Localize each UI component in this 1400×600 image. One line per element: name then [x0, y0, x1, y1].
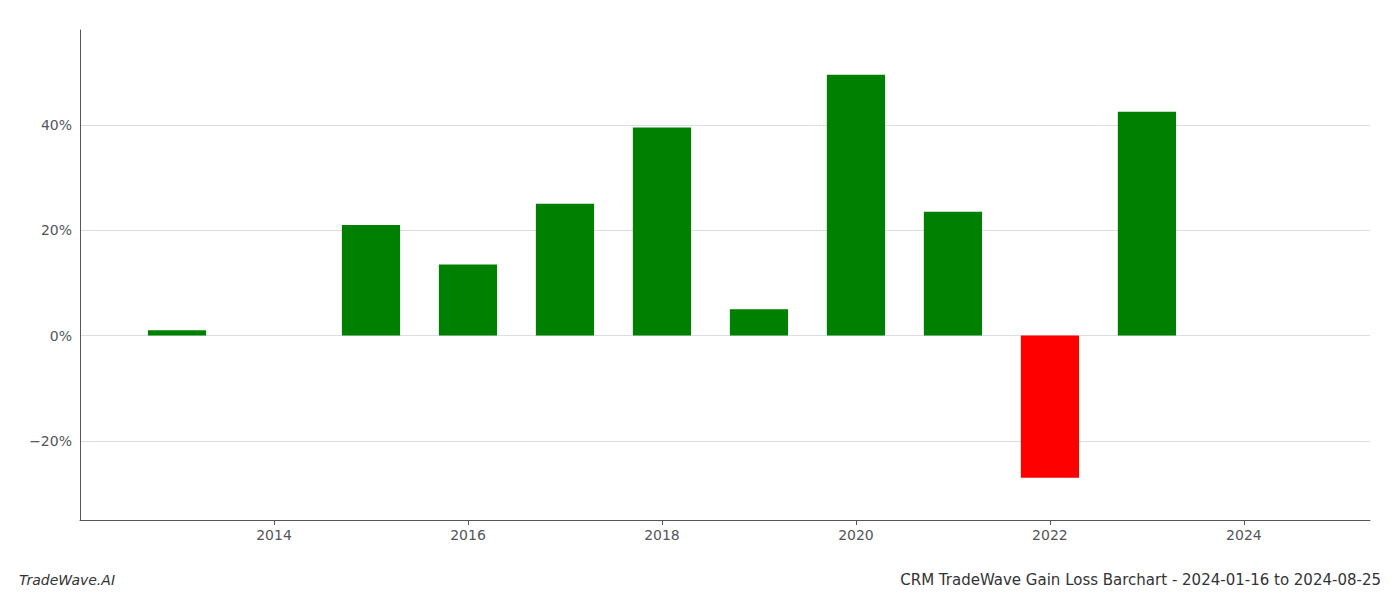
svg-text:2016: 2016 [450, 527, 486, 543]
svg-text:CRM TradeWave Gain Loss Barcha: CRM TradeWave Gain Loss Barchart - 2024-… [900, 571, 1381, 589]
svg-text:40%: 40% [41, 117, 72, 133]
svg-text:20%: 20% [41, 222, 72, 238]
svg-text:2014: 2014 [256, 527, 292, 543]
svg-text:2018: 2018 [644, 527, 680, 543]
svg-text:2022: 2022 [1032, 527, 1068, 543]
svg-text:0%: 0% [50, 328, 72, 344]
svg-text:−20%: −20% [29, 433, 72, 449]
svg-text:2024: 2024 [1226, 527, 1262, 543]
svg-text:TradeWave.AI: TradeWave.AI [19, 572, 115, 588]
svg-text:2020: 2020 [838, 527, 874, 543]
